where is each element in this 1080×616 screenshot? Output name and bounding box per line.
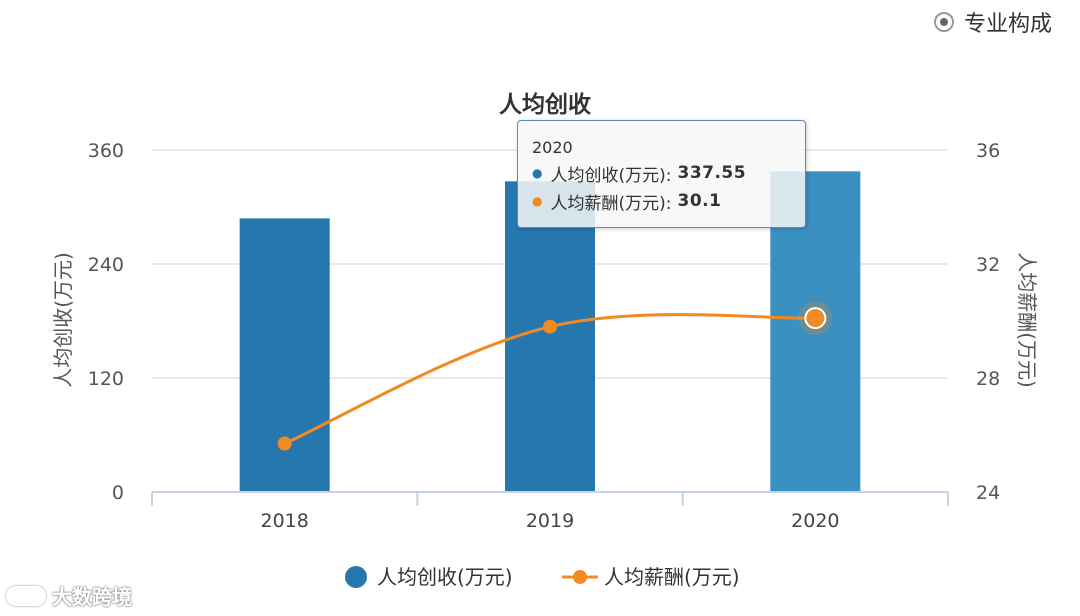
bullet-icon: ● — [532, 166, 543, 180]
y2-tick-label: 28 — [976, 368, 1000, 390]
tooltip-row-salary: ● 人均薪酬(万元): 30.1 — [532, 187, 793, 215]
bullet-icon: ● — [532, 194, 543, 208]
bar — [239, 218, 330, 492]
y2-tick-label: 36 — [976, 140, 1000, 162]
tooltip-row-label: 人均薪酬(万元): — [550, 193, 672, 214]
x-tick-label: 2018 — [260, 510, 308, 532]
legend: 人均创收(万元) 人均薪酬(万元) — [345, 565, 740, 589]
toggle-label: 专业构成 — [963, 12, 1052, 37]
line-point — [543, 319, 557, 334]
y-axis-right: 24 28 32 36 — [976, 140, 1000, 504]
y-axis-left-label: 人均创收(万元) — [51, 252, 75, 388]
tooltip-row-label: 人均创收(万元): — [550, 165, 672, 186]
y-tick-label: 0 — [112, 482, 124, 504]
x-tick-label: 2019 — [526, 510, 574, 532]
y-tick-label: 120 — [88, 368, 124, 390]
y-axis-right-label: 人均薪酬(万元) — [1015, 252, 1039, 388]
tooltip-row-value: 337.55 — [677, 163, 747, 183]
tooltip-header: 2020 — [532, 137, 573, 157]
tooltip-row-value: 30.1 — [677, 191, 722, 211]
watermark-text: 大数跨境 — [52, 585, 132, 609]
x-axis: 2018 2019 2020 — [151, 491, 949, 532]
line-point — [804, 307, 827, 330]
professional-composition-toggle[interactable]: 专业构成 — [933, 6, 1052, 38]
y2-tick-label: 24 — [976, 482, 1000, 504]
y-tick-label: 360 — [88, 140, 124, 162]
chart-title: 人均创收 — [499, 91, 591, 118]
y-axis-left: 0 120 240 360 — [88, 140, 124, 504]
x-tick-label: 2020 — [791, 510, 839, 532]
chart-tooltip: 2020 ● 人均创收(万元): 337.55 ● 人均薪酬(万元): 30.1 — [517, 120, 806, 228]
radio-icon[interactable] — [933, 12, 954, 32]
brand-logo-icon — [6, 585, 46, 606]
line-point — [277, 436, 292, 451]
line-series — [277, 301, 833, 451]
legend-label: 人均创收(万元) — [377, 565, 513, 589]
y-tick-label: 240 — [88, 254, 124, 276]
bar-series — [239, 171, 861, 492]
y2-tick-label: 32 — [976, 254, 1000, 276]
legend-marker-point — [573, 570, 587, 584]
legend-marker-bar — [345, 566, 367, 588]
tooltip-row-revenue: ● 人均创收(万元): 337.55 — [532, 159, 793, 187]
watermark: 大数跨境 — [6, 581, 132, 610]
legend-label: 人均薪酬(万元) — [604, 565, 740, 589]
